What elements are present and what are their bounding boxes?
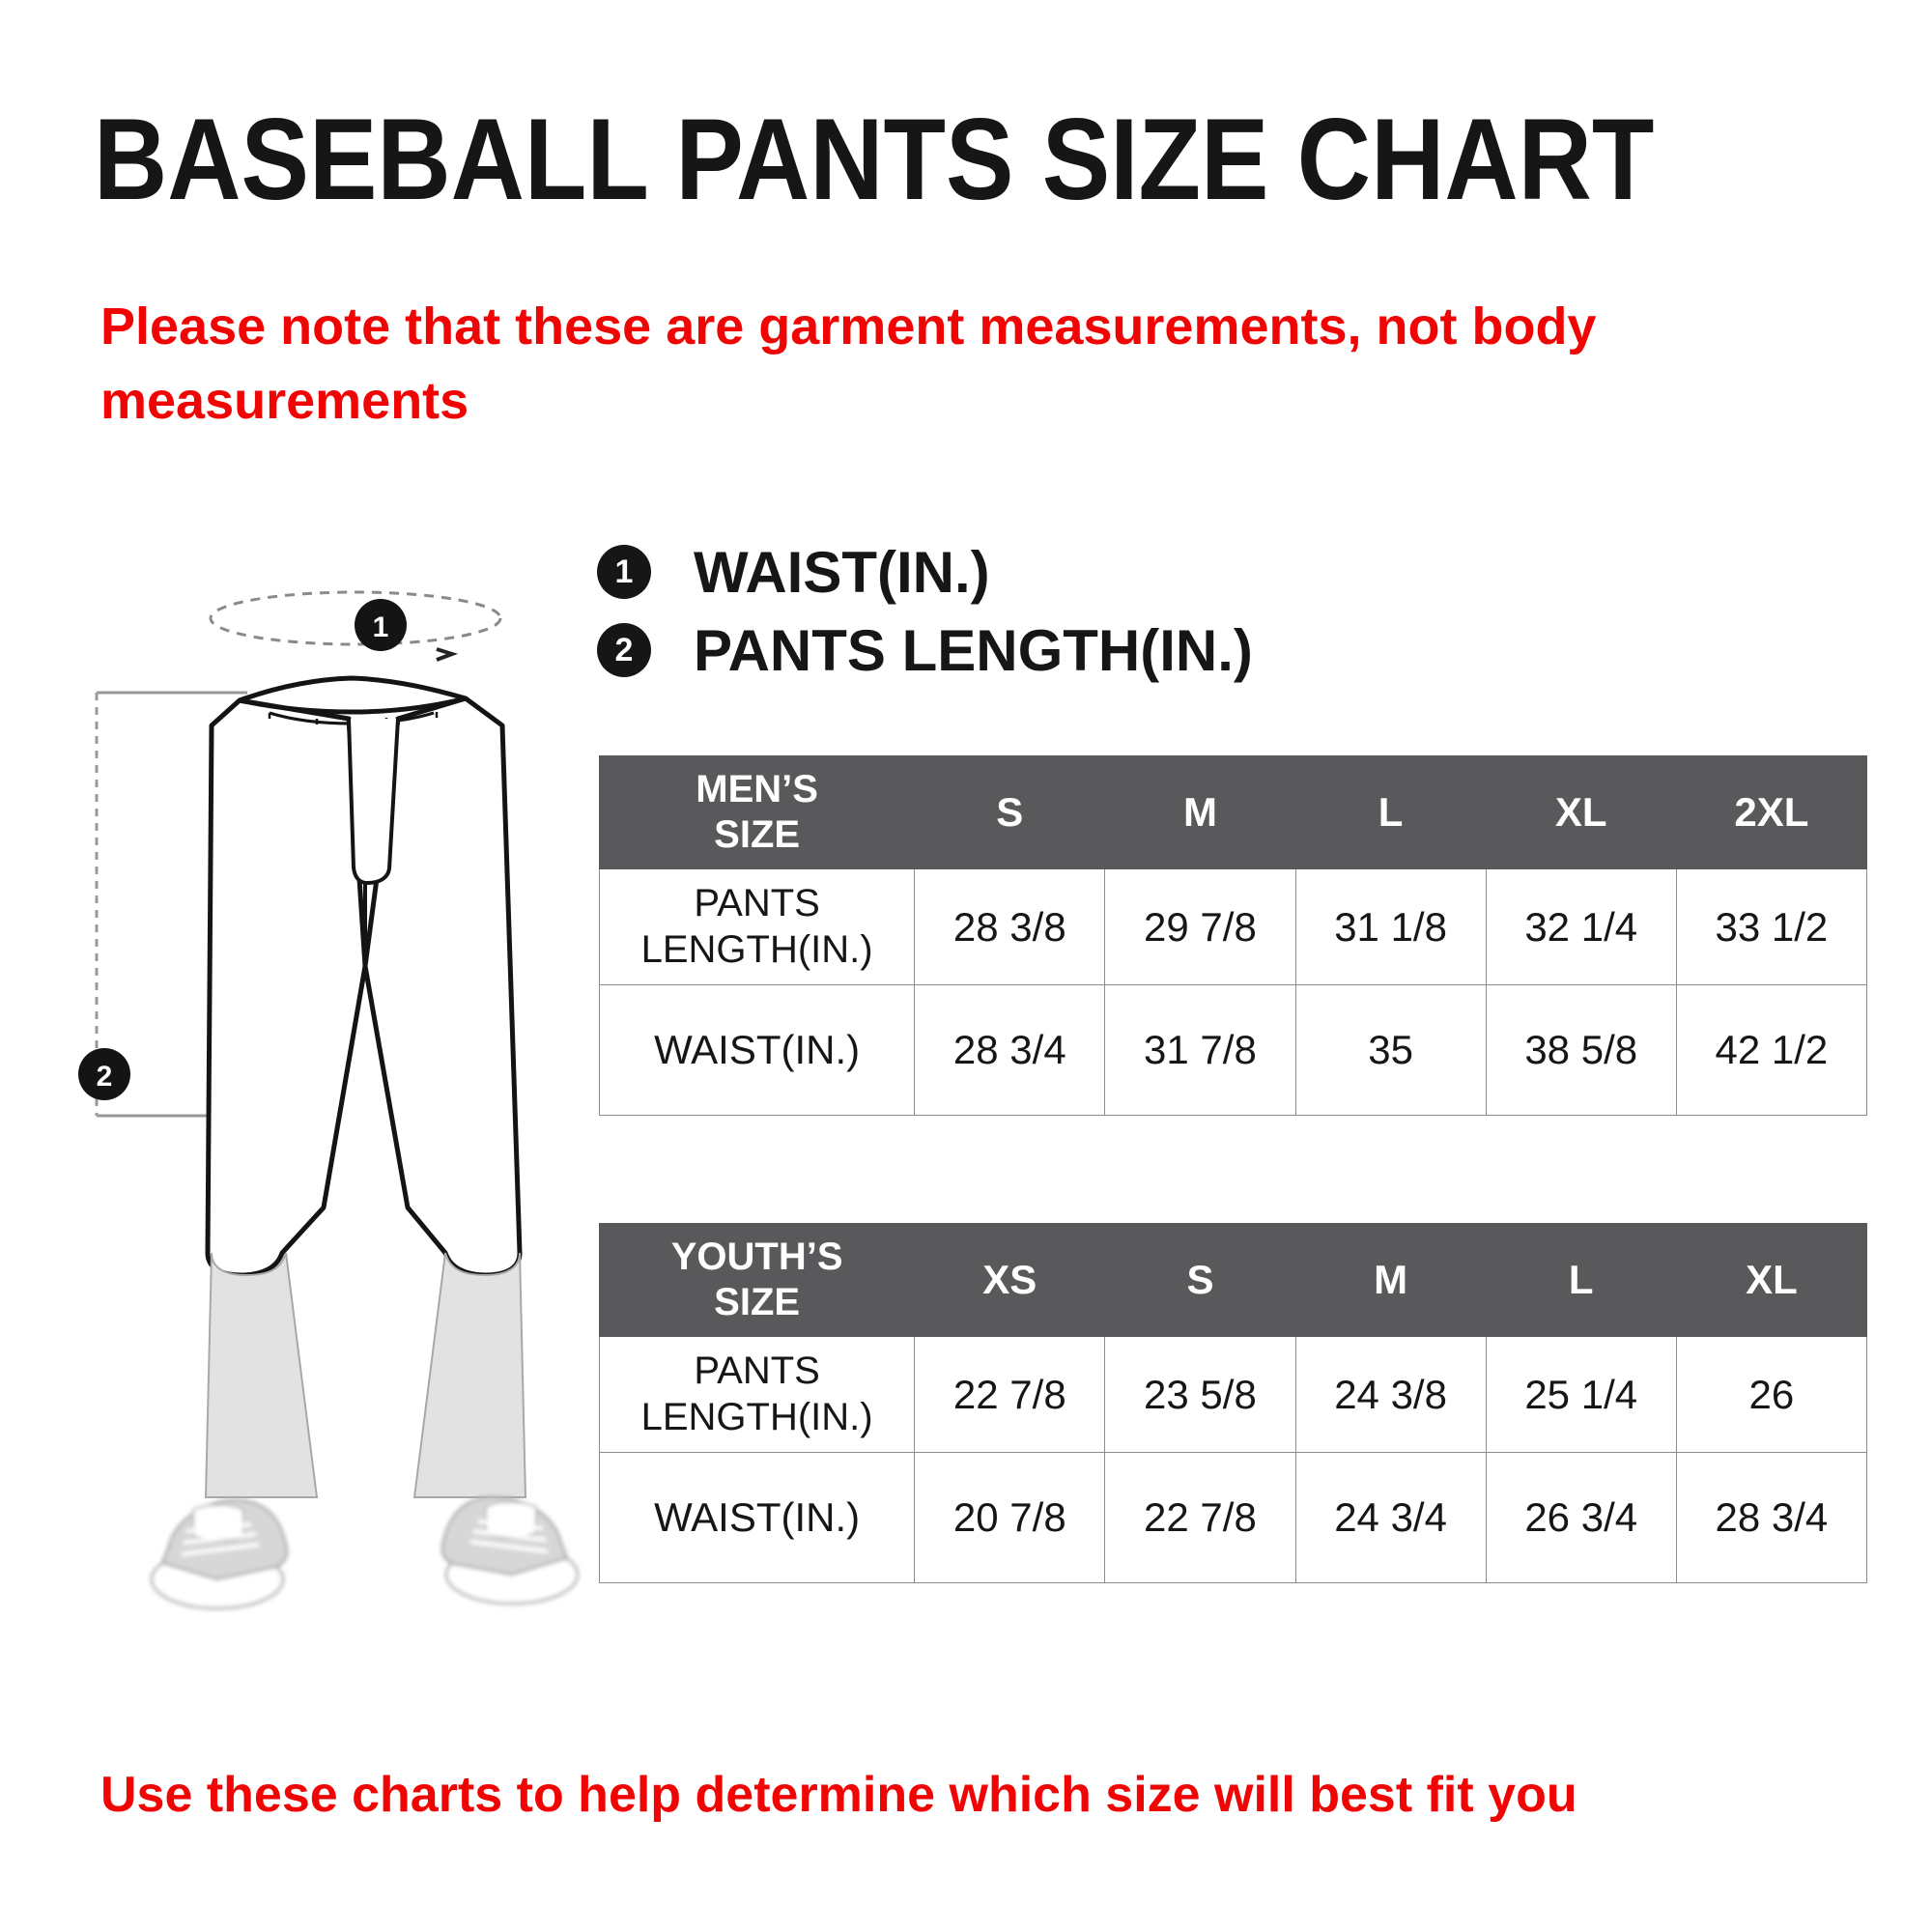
svg-text:2: 2 <box>97 1061 113 1093</box>
svg-text:1: 1 <box>373 611 389 643</box>
